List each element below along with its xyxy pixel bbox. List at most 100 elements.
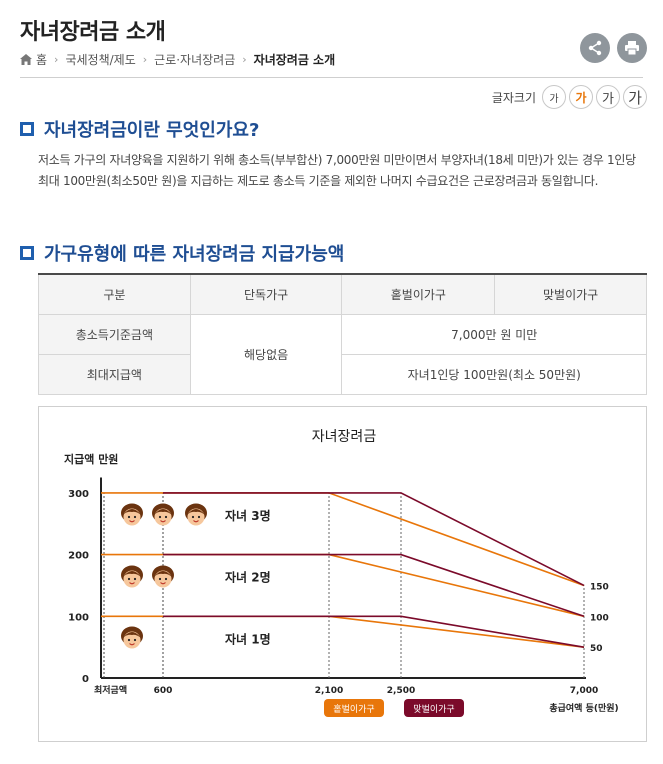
payment-chart: 자녀장려금 지급액 만원 0 100 200 300 최저금액 600 2,100 2,500… xyxy=(38,406,647,742)
child-face-icon xyxy=(152,503,174,526)
breadcrumb-incentive[interactable]: 근로·자녀장려금 xyxy=(154,53,236,67)
breadcrumb-tax-policy[interactable]: 국세정책/제도 xyxy=(65,53,136,67)
x-tick-label: 7,000 xyxy=(570,686,598,696)
font-size-large-button[interactable]: 가 xyxy=(596,85,620,109)
child-bangs xyxy=(187,509,205,515)
section-heading-intro: 자녀장려금이란 무엇인가요? xyxy=(20,116,259,142)
chevron-right-icon: › xyxy=(54,53,59,66)
child-count-label: 자녀 1명 xyxy=(225,631,271,646)
row-label-income: 총소득기준금액 xyxy=(38,313,191,355)
child-bangs xyxy=(154,571,172,577)
child-eye xyxy=(133,638,137,642)
x-tick-label: 600 xyxy=(154,686,173,696)
child-face xyxy=(123,570,141,588)
table-header-single-earner: 홑벌이가구 xyxy=(341,273,496,315)
payment-chart-svg: 자녀장려금 지급액 만원 0 100 200 300 최저금액 600 2,100 2,500… xyxy=(64,429,619,717)
dual-earner-line-3-children xyxy=(163,492,585,587)
right-value-label: 150 xyxy=(590,582,609,592)
x-tick-label: 2,100 xyxy=(315,686,343,696)
child-face-icon xyxy=(152,565,174,588)
table-header-row: 구분 단독가구 홑벌이가구 맞벌이가구 xyxy=(38,273,647,315)
y-tick-label: 300 xyxy=(68,489,89,500)
child-eye xyxy=(133,515,137,519)
chevron-right-icon: › xyxy=(242,53,247,66)
child-count-label: 자녀 2명 xyxy=(225,570,271,585)
font-size-default-button[interactable]: 가 xyxy=(569,85,593,109)
intro-paragraph: 저소득 가구의 자녀양육을 지원하기 위해 총소득(부부합산) 7,000만원 … xyxy=(38,153,636,188)
cell-max-amount: 자녀1인당 100만원(최소 50만원) xyxy=(341,353,647,395)
child-bangs xyxy=(123,509,141,515)
table-row: 최대지급액 자녀1인당 100만원(최소 50만원) xyxy=(38,353,647,395)
child-mouth xyxy=(193,520,199,523)
font-size-controls: 글자크기 가 가 가 가 xyxy=(492,85,647,109)
font-size-xlarge-button[interactable]: 가 xyxy=(623,85,647,109)
header-divider xyxy=(20,77,643,78)
child-face xyxy=(123,631,141,649)
single-earner-line-1-children xyxy=(101,615,585,648)
child-mouth xyxy=(129,582,135,585)
y-tick-label: 200 xyxy=(68,551,89,562)
cell-single-not-applicable: 해당없음 xyxy=(189,313,343,395)
child-eye xyxy=(191,515,195,519)
breadcrumb-home[interactable]: 홈 xyxy=(36,53,48,67)
home-icon xyxy=(20,54,32,65)
child-face xyxy=(123,508,141,526)
child-face-icon xyxy=(185,503,207,526)
share-button[interactable] xyxy=(580,33,610,63)
child-mouth xyxy=(129,520,135,523)
x-tick-label: 2,500 xyxy=(387,686,415,696)
single-earner-line-2-children xyxy=(101,553,585,618)
child-mouth xyxy=(160,582,166,585)
child-face-icon xyxy=(121,626,143,649)
page-title: 자녀장려금 소개 xyxy=(20,20,166,45)
child-eye xyxy=(158,515,162,519)
section-heading-amounts-text: 가구유형에 따른 자녀장려금 지급가능액 xyxy=(44,244,345,265)
child-eye xyxy=(127,515,131,519)
legend-label: 홑벌이가구 xyxy=(333,703,374,715)
child-mouth xyxy=(129,643,135,646)
child-face xyxy=(154,570,172,588)
printer-icon xyxy=(625,41,639,56)
dual-earner-line-2-children xyxy=(163,553,585,618)
chevron-right-icon: › xyxy=(142,53,148,66)
font-size-small-button[interactable]: 가 xyxy=(542,85,566,109)
legend-swatch xyxy=(404,699,464,717)
cell-income-threshold: 7,000만 원 미만 xyxy=(341,313,647,355)
legend-dual-earner: 맞벌이가구 xyxy=(404,699,464,717)
row-label-max: 최대지급액 xyxy=(38,353,191,395)
child-eye xyxy=(158,577,162,581)
y-tick-label: 0 xyxy=(82,674,89,685)
single-earner-line-3-children xyxy=(101,492,585,587)
child-eye xyxy=(127,577,131,581)
y-axis-label: 지급액 만원 xyxy=(64,452,118,466)
child-face xyxy=(154,508,172,526)
square-bullet-icon xyxy=(20,246,34,260)
legend-label: 맞벌이가구 xyxy=(413,703,454,715)
child-face-icon xyxy=(121,503,143,526)
table-header-category: 구분 xyxy=(38,273,191,315)
child-eye xyxy=(127,638,131,642)
child-eye xyxy=(164,577,168,581)
x-tick-label: 최저금액 xyxy=(94,684,127,696)
print-button[interactable] xyxy=(617,33,647,63)
legend-swatch xyxy=(324,699,384,717)
breadcrumb-current: 자녀장려금 소개 xyxy=(253,53,336,67)
section-heading-intro-text: 자녀장려금이란 무엇인가요? xyxy=(44,120,260,141)
right-value-label: 100 xyxy=(590,613,609,623)
share-icon xyxy=(588,40,602,56)
child-eye xyxy=(197,515,201,519)
x-axis-label: 총급여액 등(만원) xyxy=(549,702,618,714)
child-mouth xyxy=(160,520,166,523)
child-eye xyxy=(164,515,168,519)
table-header-single: 단독가구 xyxy=(189,273,343,315)
child-bangs xyxy=(154,509,172,515)
dual-earner-line-1-children xyxy=(163,615,585,648)
legend-single-earner: 홑벌이가구 xyxy=(324,699,384,717)
chart-title: 자녀장려금 xyxy=(312,429,377,445)
child-count-label: 자녀 3명 xyxy=(225,508,271,523)
section-heading-amounts: 가구유형에 따른 자녀장려금 지급가능액 xyxy=(20,240,344,266)
child-bangs xyxy=(123,632,141,638)
table-header-dual-earner: 맞벌이가구 xyxy=(494,273,647,315)
breadcrumb: 홈 › 국세정책/제도 › 근로·자녀장려금 › 자녀장려금 소개 xyxy=(20,51,335,68)
amounts-table: 구분 단독가구 홑벌이가구 맞벌이가구 총소득기준금액 해당없음 7,000만 … xyxy=(38,273,647,395)
